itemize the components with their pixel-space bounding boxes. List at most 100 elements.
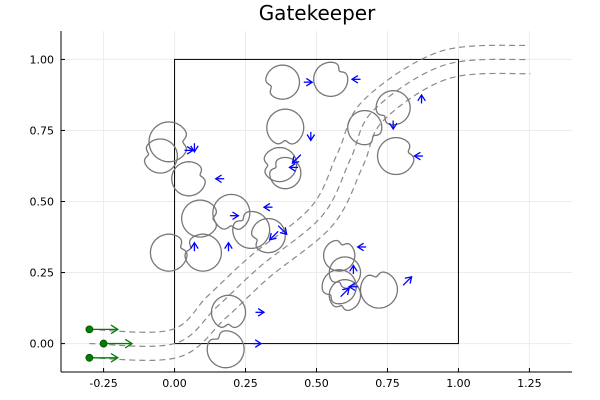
agent-heading-arrow bbox=[89, 324, 120, 335]
velocity-arrow bbox=[277, 225, 288, 236]
velocity-arrow bbox=[268, 230, 279, 241]
y-tick-label: 0.50 bbox=[30, 196, 55, 209]
agent-marker bbox=[85, 353, 94, 362]
obstacle-blob bbox=[321, 269, 357, 305]
obstacle-blob bbox=[210, 294, 247, 329]
y-tick-label: 0.25 bbox=[30, 267, 55, 280]
velocity-arrow bbox=[214, 174, 225, 184]
obstacle-blob bbox=[313, 61, 349, 98]
velocity-arrow bbox=[262, 202, 273, 212]
corridor-right-edge bbox=[89, 72, 531, 361]
velocity-arrow-head bbox=[349, 264, 358, 272]
obstacle-blob bbox=[181, 199, 218, 238]
velocity-arrow-head bbox=[254, 339, 263, 348]
agent-heading-arrow bbox=[103, 338, 134, 349]
y-tick-label: 1.00 bbox=[30, 53, 55, 66]
x-tick-label: 0.75 bbox=[375, 377, 400, 390]
velocity-arrow bbox=[340, 287, 350, 298]
y-tick-label: 0.75 bbox=[30, 124, 55, 137]
velocity-arrow-head bbox=[413, 151, 421, 161]
velocity-arrow-head bbox=[305, 77, 314, 87]
agent-heading-arrow-head bbox=[124, 338, 134, 349]
velocity-arrow bbox=[356, 242, 367, 252]
obstacles bbox=[143, 61, 415, 369]
velocity-arrow bbox=[347, 282, 358, 292]
x-tick-label: 0.50 bbox=[304, 377, 329, 390]
obstacle-blob bbox=[171, 161, 206, 197]
velocity-arrow bbox=[190, 241, 199, 252]
velocity-arrow bbox=[306, 131, 316, 142]
obstacle-blob bbox=[359, 271, 399, 309]
velocity-arrow bbox=[350, 75, 361, 84]
velocity-arrow-head bbox=[417, 93, 426, 102]
velocity-arrow-head bbox=[232, 211, 240, 221]
x-tick-label: 0.00 bbox=[162, 377, 187, 390]
velocity-arrow-head bbox=[404, 275, 413, 284]
x-tick-label: -0.25 bbox=[89, 377, 117, 390]
obstacle-blob bbox=[149, 233, 188, 272]
x-tick-label: 1.25 bbox=[517, 377, 542, 390]
velocity-arrow-head bbox=[214, 174, 222, 184]
agent-marker bbox=[99, 339, 108, 348]
agent-heading-arrow-head bbox=[110, 324, 120, 335]
obstacle-blob bbox=[347, 109, 383, 146]
velocity-arrow-head bbox=[190, 145, 199, 154]
velocity-arrow-shaft bbox=[277, 225, 288, 235]
workspace-rect bbox=[174, 58, 459, 345]
velocity-arrow-head bbox=[224, 241, 233, 249]
velocity-arrow-head bbox=[291, 156, 300, 164]
chart-title: Gatekeeper bbox=[259, 1, 376, 25]
obstacle-blob bbox=[375, 90, 411, 126]
obstacle-blob bbox=[376, 136, 415, 176]
velocity-arrow bbox=[388, 120, 398, 131]
obstacle-blob bbox=[212, 193, 251, 230]
velocity-arrow-head bbox=[356, 242, 364, 252]
obstacle-blob bbox=[266, 108, 305, 145]
obstacle-blob bbox=[322, 239, 356, 272]
obstacle-blob bbox=[148, 121, 188, 163]
corridor bbox=[89, 44, 531, 361]
velocity-arrow bbox=[417, 93, 426, 104]
velocity-arrow-head bbox=[190, 241, 199, 249]
velocity-arrow-head bbox=[342, 287, 350, 296]
velocity-arrow bbox=[190, 143, 199, 154]
x-tick-label: 0.25 bbox=[233, 377, 258, 390]
velocity-arrow bbox=[224, 241, 233, 252]
velocity-arrow-head bbox=[288, 163, 296, 172]
corridor-left-edge bbox=[89, 44, 529, 333]
obstacle-blob bbox=[143, 138, 179, 174]
y-tick-label: 0.00 bbox=[30, 338, 55, 351]
velocity-arrow-head bbox=[350, 75, 359, 84]
agents bbox=[85, 324, 134, 363]
velocity-arrow-head bbox=[262, 202, 271, 212]
obstacle-blob bbox=[250, 217, 286, 254]
velocity-arrow bbox=[402, 275, 413, 286]
workspace-box bbox=[174, 58, 459, 345]
velocity-arrow bbox=[229, 211, 240, 221]
velocity-arrow bbox=[255, 308, 266, 317]
obstacle-blob bbox=[206, 330, 245, 369]
velocity-arrow bbox=[303, 77, 314, 87]
obstacle-blob bbox=[263, 146, 298, 183]
velocity-arrow bbox=[291, 154, 302, 164]
obstacle-blob bbox=[184, 233, 223, 272]
velocity-arrow-shaft bbox=[402, 276, 413, 286]
velocity-arrow-head bbox=[388, 122, 398, 131]
grid bbox=[61, 31, 572, 372]
obstacle-blob bbox=[328, 278, 362, 312]
velocity-arrow bbox=[288, 163, 299, 172]
axes: -0.25 0.00 0.25 0.50 0.75 1.00 1.25 0.00 0.25 0.5… bbox=[30, 31, 572, 390]
obstacle-blob bbox=[265, 64, 301, 100]
obstacle-blob bbox=[232, 210, 271, 250]
velocity-arrow bbox=[413, 151, 423, 161]
obstacle-velocities bbox=[184, 75, 426, 348]
velocity-arrow-head bbox=[257, 308, 266, 317]
velocity-arrow-head bbox=[268, 232, 277, 241]
velocity-arrow-shaft bbox=[291, 154, 302, 164]
velocity-arrow-head bbox=[306, 134, 316, 142]
velocity-arrow-shaft bbox=[269, 230, 279, 241]
agent-heading-arrow bbox=[89, 352, 120, 363]
velocity-arrow-head bbox=[347, 282, 356, 292]
x-tick-label: 1.00 bbox=[446, 377, 471, 390]
